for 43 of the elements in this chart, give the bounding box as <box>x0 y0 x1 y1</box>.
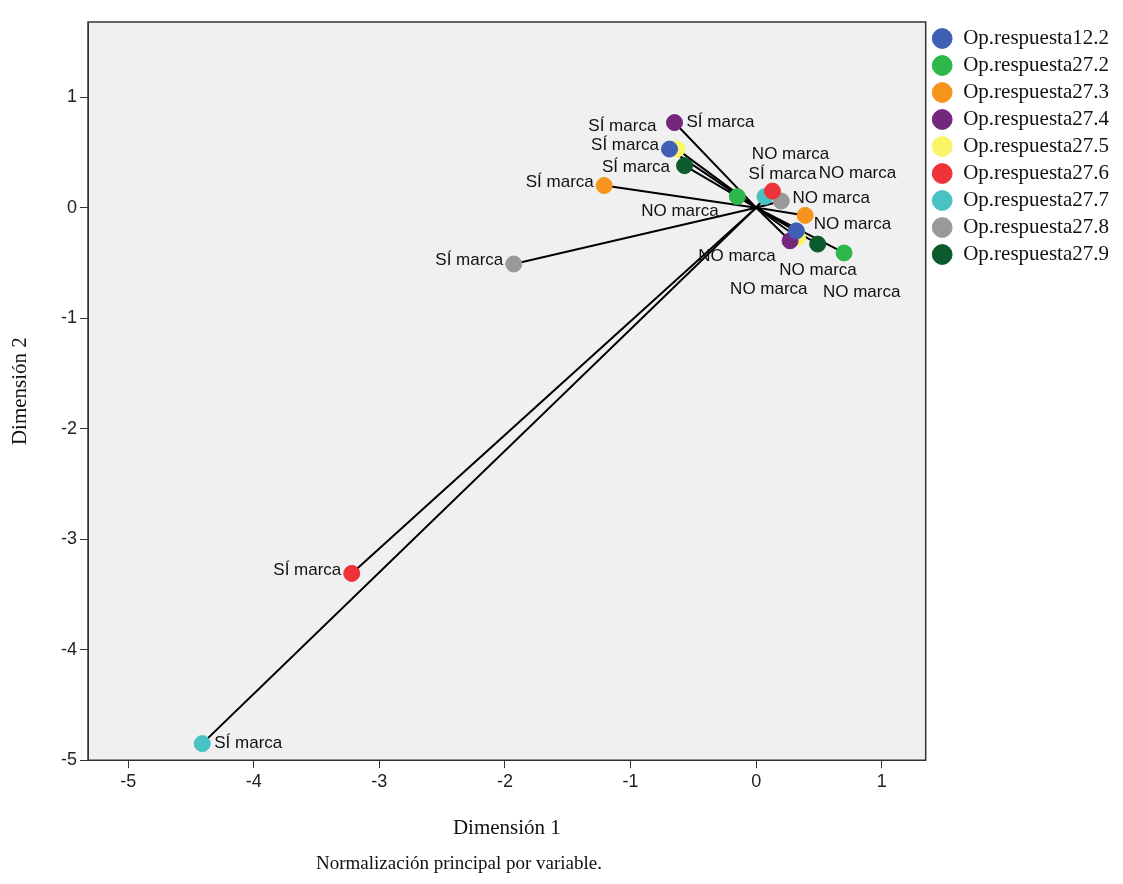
annotation: SÍ marca <box>686 112 756 132</box>
annotation: NO marca <box>792 187 871 207</box>
x-tick-label: -5 <box>120 770 137 791</box>
annotation: SÍ marca <box>602 157 671 177</box>
annotation: NO marca <box>779 259 858 279</box>
x-tick-label: -4 <box>245 770 262 791</box>
annotation: NO marca <box>751 144 830 164</box>
x-tick-label: -1 <box>622 770 639 791</box>
annotation: NO marca <box>641 200 720 220</box>
text: Normalización principal por variable. <box>315 852 603 874</box>
y-tick-label: -2 <box>60 417 77 438</box>
legend-label: Op.respuesta27.3 <box>963 79 1110 104</box>
y-tick-label: 0 <box>66 196 77 217</box>
legend-label: Op.respuesta27.8 <box>963 214 1110 239</box>
annotation: SÍ marca <box>214 733 283 753</box>
legend-label: Op.respuesta27.7 <box>963 187 1110 212</box>
annotation: SÍ marca <box>588 115 657 135</box>
annotation: SÍ marca <box>525 171 595 191</box>
legend-label: Op.respuesta27.5 <box>963 133 1110 158</box>
annotation: SÍ marca <box>273 559 342 579</box>
annotation: NO marca <box>730 278 809 298</box>
x-axis-title: Dimensión 1 <box>452 814 561 839</box>
y-tick-label: -3 <box>60 528 77 549</box>
annotation: NO marca <box>813 213 892 233</box>
legend-label: Op.respuesta27.4 <box>963 106 1110 131</box>
y-tick-label: -4 <box>60 638 77 659</box>
x-tick-label: 1 <box>876 770 887 791</box>
y-axis-title: Dimensión 2 <box>7 337 32 446</box>
y-tick-label: -5 <box>60 749 77 770</box>
annotation: NO marca <box>818 162 897 182</box>
annotation: SÍ marca <box>591 135 660 155</box>
x-tick-label: 0 <box>751 770 762 791</box>
annotation: NO marca <box>822 282 901 302</box>
annotation: SÍ marca <box>748 163 818 183</box>
annotation: SÍ marca <box>435 250 504 270</box>
legend-label: Op.respuesta27.9 <box>963 241 1110 266</box>
legend-label: Op.respuesta27.2 <box>963 52 1110 77</box>
y-tick-label: 1 <box>66 86 77 107</box>
x-tick-label: -3 <box>371 770 388 791</box>
x-tick-label: -2 <box>496 770 513 791</box>
y-tick-label: -1 <box>60 307 77 328</box>
legend-label: Op.respuesta27.6 <box>963 160 1110 185</box>
legend-label: Op.respuesta12.2 <box>963 25 1110 50</box>
